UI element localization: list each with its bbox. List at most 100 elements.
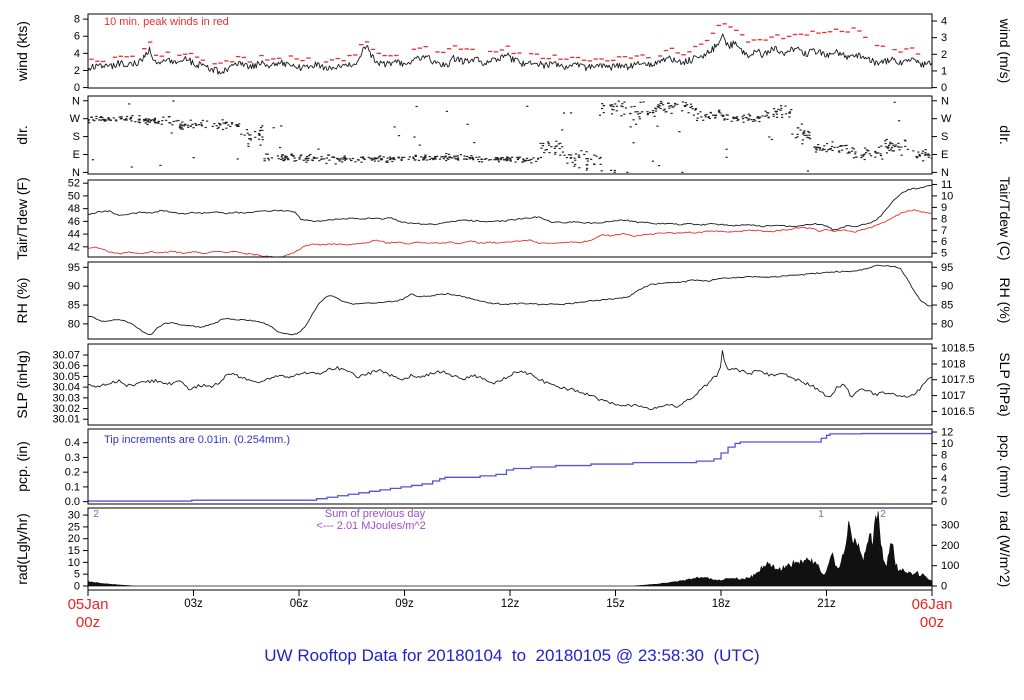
- dir-dot: [881, 158, 884, 160]
- dir-dot: [617, 100, 620, 102]
- dir-dot: [924, 153, 927, 155]
- dir-dot-outlier: [651, 160, 654, 162]
- dir-dot: [243, 134, 246, 136]
- dir-dot: [414, 155, 417, 158]
- dir-dot: [646, 111, 649, 113]
- tick-label-wind-right: 4: [941, 16, 947, 28]
- dir-dot: [224, 122, 227, 125]
- dir-dot: [775, 111, 778, 113]
- dir-dot-outlier: [658, 105, 661, 107]
- dir-dot: [376, 157, 379, 160]
- dir-dot: [839, 145, 842, 147]
- dir-dot: [499, 159, 503, 161]
- dir-dot: [131, 115, 134, 117]
- dir-dot-outlier: [632, 142, 635, 144]
- dir-dot: [567, 154, 571, 156]
- dir-dot: [807, 137, 811, 139]
- dir-dot: [915, 157, 919, 159]
- dir-dot-outlier: [418, 144, 421, 146]
- axis-label-slp-left: SLP (inHg): [14, 350, 30, 418]
- dir-dot: [580, 150, 583, 152]
- dir-dot: [109, 119, 112, 121]
- dir-dot: [833, 146, 836, 149]
- dir-dot: [380, 158, 383, 161]
- tick-label-rh-right: 90: [941, 281, 953, 293]
- dir-dot: [126, 115, 129, 118]
- dir-dot-outlier: [796, 133, 799, 136]
- dir-dot: [826, 143, 829, 145]
- axis-label-rad-left: rad(Lgly/hr): [14, 513, 30, 585]
- dir-dot: [600, 170, 603, 172]
- annotation-pcp-0: Tip increments are 0.01in. (0.254mm.): [104, 434, 290, 446]
- dir-dot: [487, 159, 491, 161]
- dir-dot: [149, 119, 153, 122]
- dir-dot-outlier: [130, 166, 133, 168]
- x-tick-label: 21z: [817, 598, 836, 610]
- dir-dot: [205, 120, 209, 122]
- dir-dot: [877, 152, 880, 154]
- panel-slp-frame: [87, 343, 933, 426]
- dir-dot: [184, 123, 187, 125]
- dir-dot: [459, 154, 463, 156]
- dir-dot: [554, 145, 557, 148]
- dir-dot: [888, 144, 891, 146]
- dir-dot: [863, 153, 866, 155]
- dir-dot: [553, 147, 556, 149]
- dir-dot: [471, 157, 475, 160]
- dir-dot: [569, 156, 573, 159]
- dir-dot: [550, 146, 553, 148]
- dir-dot: [180, 126, 183, 128]
- dir-dot: [446, 157, 449, 159]
- dir-dot: [530, 158, 533, 160]
- dir-dot: [423, 156, 426, 158]
- dir-dot: [633, 105, 636, 108]
- tick-label-tair-right: 7: [941, 225, 947, 237]
- dir-dot: [547, 141, 550, 143]
- dir-dot: [900, 146, 903, 148]
- dir-dot: [390, 158, 393, 160]
- dir-dot: [339, 159, 342, 161]
- dir-dot-outlier: [779, 105, 783, 107]
- dir-dot: [258, 138, 261, 140]
- dir-dot: [559, 142, 562, 144]
- dir-dot: [509, 159, 512, 161]
- dir-dot: [428, 158, 431, 161]
- dir-dot: [402, 156, 406, 159]
- dir-dot: [445, 152, 448, 155]
- dir-dot: [742, 121, 745, 123]
- tick-label-wind-left: 8: [74, 14, 80, 26]
- dir-dot: [891, 150, 894, 152]
- dir-dot-outlier: [272, 127, 275, 129]
- dir-dot: [544, 149, 547, 151]
- dir-dot: [516, 156, 519, 158]
- dir-dot: [456, 155, 459, 157]
- dir-dot: [104, 120, 107, 122]
- dir-dot: [817, 146, 820, 149]
- dir-dot: [153, 118, 157, 120]
- dir-dot: [825, 151, 828, 153]
- dir-dot: [321, 158, 324, 160]
- dir-dot: [154, 122, 157, 124]
- dir-dot-outlier: [415, 105, 418, 108]
- dir-dot: [367, 156, 370, 158]
- dir-dot: [758, 116, 762, 118]
- dir-dot: [407, 158, 410, 160]
- dir-dot: [764, 110, 767, 112]
- dir-dot: [807, 130, 810, 133]
- dir-dot: [921, 150, 925, 152]
- dir-dot: [652, 111, 655, 114]
- dir-dot: [363, 158, 366, 161]
- dir-dot: [468, 157, 471, 159]
- dir-dot: [602, 112, 605, 114]
- dir-dot: [148, 121, 152, 123]
- dir-dot: [620, 115, 623, 117]
- series-slp: [88, 350, 932, 411]
- dir-dot: [147, 119, 150, 122]
- dir-dot: [620, 105, 623, 107]
- tick-label-wind-left: 2: [74, 65, 80, 77]
- dir-dot: [696, 113, 700, 115]
- dir-dot: [114, 119, 117, 121]
- dir-dot: [578, 156, 581, 158]
- dir-dot-outlier: [561, 129, 564, 131]
- panel-dir-traces: [88, 100, 932, 173]
